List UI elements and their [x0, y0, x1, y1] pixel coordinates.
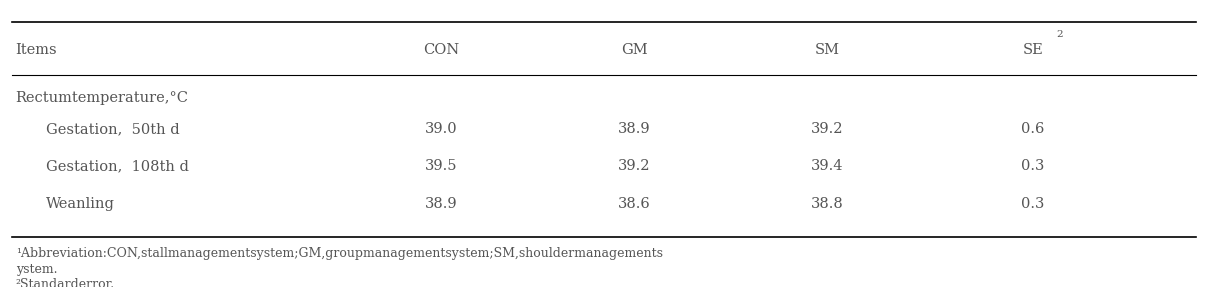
Text: 39.2: 39.2 [812, 122, 843, 136]
Text: 39.2: 39.2 [618, 160, 650, 173]
Text: 39.5: 39.5 [425, 160, 457, 173]
Text: ²Standarderror.: ²Standarderror. [16, 278, 115, 287]
Text: CON: CON [423, 43, 459, 57]
Text: Weanling: Weanling [46, 197, 115, 211]
Text: 2: 2 [1056, 30, 1063, 39]
Text: 38.9: 38.9 [617, 122, 651, 136]
Text: 39.4: 39.4 [812, 160, 843, 173]
Text: 38.6: 38.6 [617, 197, 651, 211]
Text: SM: SM [815, 43, 840, 57]
Text: Rectumtemperature,°C: Rectumtemperature,°C [16, 91, 188, 104]
Text: 0.3: 0.3 [1021, 160, 1045, 173]
Text: Items: Items [16, 43, 57, 57]
Text: 38.9: 38.9 [424, 197, 458, 211]
Text: ystem.: ystem. [16, 263, 57, 276]
Text: SE: SE [1022, 43, 1044, 57]
Text: ¹Abbreviation:CON,stallmanagementsystem;GM,groupmanagementsystem;SM,shouldermana: ¹Abbreviation:CON,stallmanagementsystem;… [16, 247, 663, 260]
Text: 0.6: 0.6 [1021, 122, 1045, 136]
Text: 0.3: 0.3 [1021, 197, 1045, 211]
Text: 38.8: 38.8 [811, 197, 844, 211]
Text: Gestation,  50th d: Gestation, 50th d [46, 122, 180, 136]
Text: 39.0: 39.0 [424, 122, 458, 136]
Text: GM: GM [621, 43, 647, 57]
Text: Gestation,  108th d: Gestation, 108th d [46, 160, 188, 173]
